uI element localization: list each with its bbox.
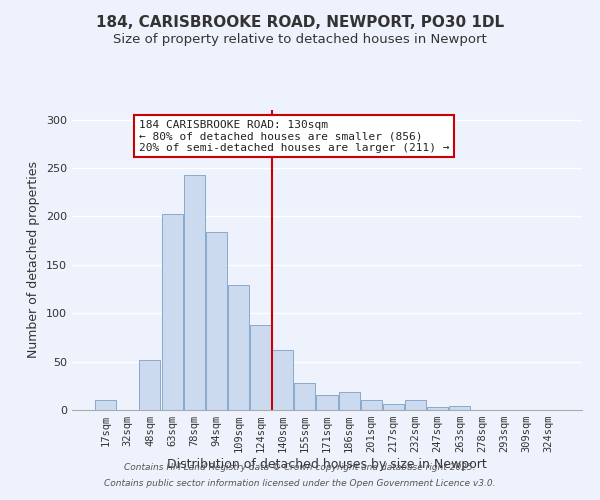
Bar [184, 175, 205, 410]
Text: Size of property relative to detached houses in Newport: Size of property relative to detached ho… [113, 32, 487, 46]
Bar [250, 325, 271, 410]
Bar [405, 400, 426, 410]
Bar [228, 285, 249, 410]
Text: Contains HM Land Registry data © Crown copyright and database right 2025.: Contains HM Land Registry data © Crown c… [124, 464, 476, 472]
Text: Contains public sector information licensed under the Open Government Licence v3: Contains public sector information licen… [104, 478, 496, 488]
Bar [316, 394, 338, 410]
Bar [383, 404, 404, 410]
Bar [361, 400, 382, 410]
Bar [295, 383, 316, 410]
Bar [449, 406, 470, 410]
Bar [272, 350, 293, 410]
Bar [161, 214, 182, 410]
Bar [206, 232, 227, 410]
Bar [139, 360, 160, 410]
Bar [427, 407, 448, 410]
Text: 184 CARISBROOKE ROAD: 130sqm
← 80% of detached houses are smaller (856)
20% of s: 184 CARISBROOKE ROAD: 130sqm ← 80% of de… [139, 120, 449, 153]
X-axis label: Distribution of detached houses by size in Newport: Distribution of detached houses by size … [167, 458, 487, 471]
Bar [338, 392, 359, 410]
Bar [95, 400, 116, 410]
Y-axis label: Number of detached properties: Number of detached properties [28, 162, 40, 358]
Text: 184, CARISBROOKE ROAD, NEWPORT, PO30 1DL: 184, CARISBROOKE ROAD, NEWPORT, PO30 1DL [96, 15, 504, 30]
